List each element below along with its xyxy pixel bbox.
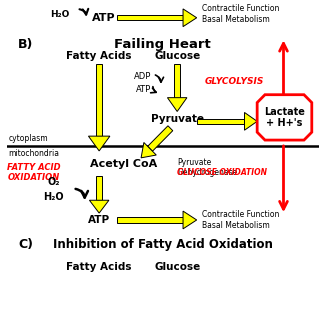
Text: O₂: O₂ — [47, 178, 60, 188]
Bar — [117, 15, 183, 20]
Text: Pyruvate: Pyruvate — [151, 114, 204, 124]
Polygon shape — [244, 112, 257, 130]
Text: Failing Heart: Failing Heart — [114, 38, 211, 52]
Text: B): B) — [18, 38, 34, 52]
Polygon shape — [167, 98, 187, 111]
Text: H₂O: H₂O — [43, 192, 64, 202]
Polygon shape — [183, 9, 197, 27]
Text: cytoplasm: cytoplasm — [8, 134, 48, 143]
Bar — [174, 64, 180, 98]
Text: GLYCOLYSIS: GLYCOLYSIS — [205, 77, 264, 86]
Text: C): C) — [18, 238, 33, 251]
Text: mitochondria: mitochondria — [8, 149, 60, 158]
Bar — [117, 217, 183, 223]
Bar — [96, 64, 102, 136]
Text: Contractile Function
Basal Metabolism: Contractile Function Basal Metabolism — [202, 210, 279, 230]
Polygon shape — [148, 126, 173, 151]
Polygon shape — [183, 211, 197, 229]
Text: Fatty Acids: Fatty Acids — [67, 51, 132, 61]
Polygon shape — [141, 142, 156, 158]
Text: Pyruvate
Dehydrogenase: Pyruvate Dehydrogenase — [177, 158, 237, 177]
Text: ATP: ATP — [92, 13, 116, 23]
Text: ATP: ATP — [88, 215, 110, 225]
Text: Contractile Function
Basal Metabolism: Contractile Function Basal Metabolism — [202, 4, 279, 24]
Polygon shape — [88, 136, 110, 151]
Text: Lactate
+ H+'s: Lactate + H+'s — [264, 107, 305, 128]
Polygon shape — [257, 95, 312, 140]
Text: Inhibition of Fatty Acid Oxidation: Inhibition of Fatty Acid Oxidation — [52, 238, 273, 251]
Bar — [197, 119, 244, 124]
Text: Acetyl CoA: Acetyl CoA — [90, 159, 157, 169]
Text: Fatty Acids: Fatty Acids — [67, 262, 132, 272]
Text: Glucose: Glucose — [154, 51, 200, 61]
Bar — [96, 176, 102, 200]
Text: GLUCOSE OXIDATION: GLUCOSE OXIDATION — [177, 168, 267, 177]
Polygon shape — [89, 200, 109, 213]
Text: ADP: ADP — [133, 72, 151, 82]
Text: FATTY ACID
OXIDATION: FATTY ACID OXIDATION — [7, 163, 60, 182]
Text: H₂O: H₂O — [51, 10, 70, 19]
Text: ATP: ATP — [136, 85, 151, 94]
Text: Glucose: Glucose — [154, 262, 200, 272]
